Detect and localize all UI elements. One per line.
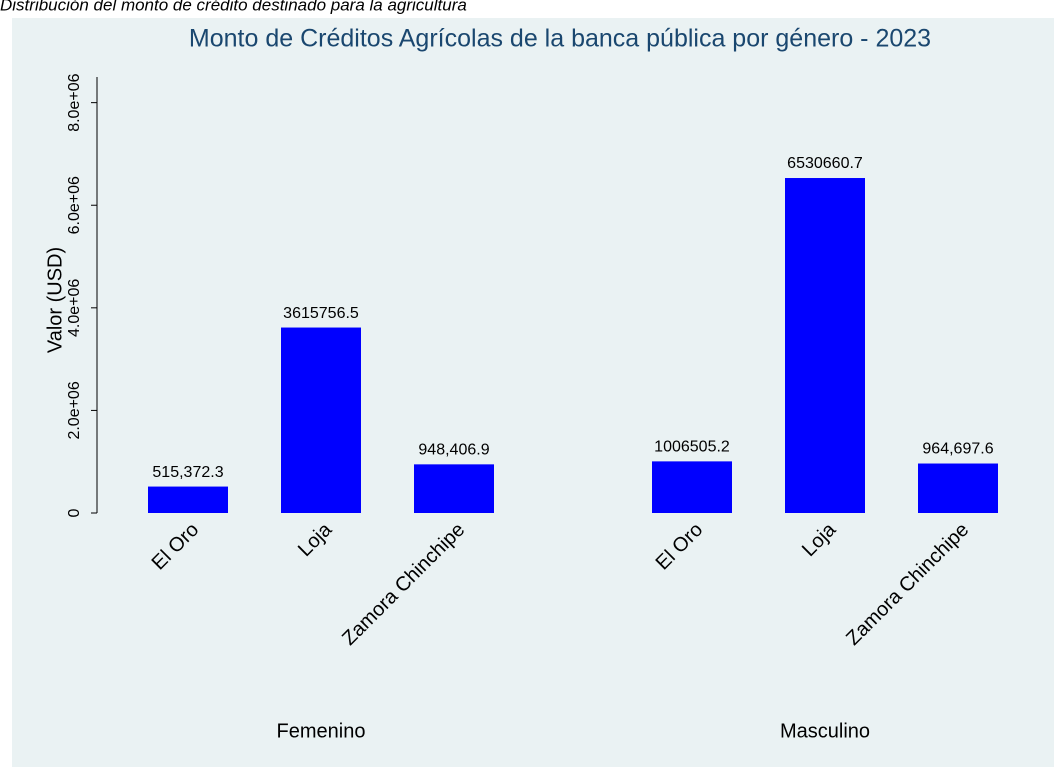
value-label: 6530660.7 [787,155,863,172]
y-tick-label: 6.0e+06 [66,176,83,234]
chart-background [12,18,1054,767]
value-label: 948,406.9 [418,442,489,459]
value-label: 515,372.3 [152,464,223,481]
chart-subtitle: Distribución del monto de crédito destin… [0,0,467,14]
chart-title: Monto de Créditos Agrícolas de la banca … [189,25,931,53]
y-tick-label: 0 [66,508,83,517]
value-label: 1006505.2 [654,439,730,456]
bar [148,486,228,513]
y-axis-title: Valor (USD) [44,247,66,353]
bar [785,178,865,514]
y-tick-label: 4.0e+06 [66,279,83,337]
value-label: 964,697.6 [922,441,993,458]
value-label: 3615756.5 [283,305,359,322]
y-tick-label: 8.0e+06 [66,73,83,131]
bar [652,461,732,513]
bar [414,464,494,513]
group-label: Femenino [277,720,366,742]
group-label: Masculino [780,720,870,742]
bar [918,463,998,513]
y-tick-label: 2.0e+06 [66,381,83,439]
bar [281,327,361,513]
